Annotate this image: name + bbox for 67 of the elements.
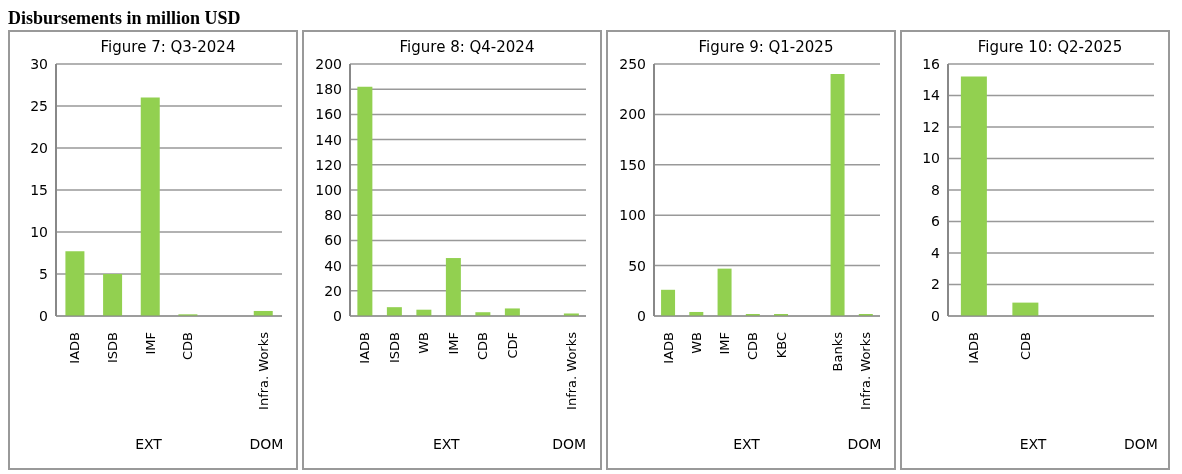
x-tick-label: IMF: [445, 332, 461, 355]
y-tick-label: 100: [619, 207, 646, 224]
y-tick-label: 15: [30, 181, 48, 198]
text: EXT: [431, 436, 461, 452]
y-tick-label: 20: [324, 282, 342, 299]
x-tick-label: CDF: [504, 332, 520, 359]
text: EXT: [732, 436, 761, 452]
chart-title: Figure 7: Q3-2024: [99, 38, 237, 56]
y-tick-label: 80: [324, 207, 342, 224]
y-tick-label: 40: [324, 257, 342, 274]
text: DOM: [846, 436, 883, 452]
y-tick-label: 200: [315, 55, 342, 72]
y-tick-label: 6: [931, 213, 941, 230]
y-tick-label: 0: [39, 307, 48, 324]
y-tick-label: 0: [333, 307, 342, 324]
y-tick-label: 10: [922, 150, 940, 167]
y-tick-label: 14: [922, 87, 941, 104]
text: DOM: [551, 436, 588, 452]
text: Disbursements in million USD: [8, 8, 242, 30]
x-tick-label: Banks: [830, 331, 846, 372]
y-tick-label: 250: [619, 55, 646, 72]
chart-title: Figure 9: Q1-2025: [697, 38, 835, 56]
x-tick-label: CDB: [1017, 332, 1033, 361]
text: DOM: [1123, 436, 1159, 452]
text: DOM: [248, 436, 285, 452]
y-tick-label: 140: [315, 131, 342, 148]
x-tick-label: Infra. Works: [858, 331, 874, 410]
x-tick-label: Infra. Works: [563, 331, 579, 410]
x-tick-label: CDB: [180, 332, 196, 361]
y-tick-label: 200: [619, 106, 646, 123]
x-tick-label: WB: [416, 332, 432, 354]
x-tick-label: Infra. Works: [255, 331, 271, 410]
x-tick-label: IADB: [660, 332, 676, 364]
x-tick-label: IADB: [67, 332, 83, 364]
x-tick-label: ISDB: [105, 332, 120, 364]
y-tick-label: 10: [30, 223, 48, 240]
x-tick-label: KBC: [773, 332, 789, 359]
y-tick-label: 25: [30, 97, 48, 114]
y-tick-label: 5: [39, 265, 48, 282]
y-tick-label: 4: [931, 244, 941, 261]
y-tick-label: 160: [315, 106, 342, 123]
x-tick-label: WB: [688, 332, 704, 354]
chart-title: Figure 10: Q2-2025: [976, 38, 1124, 56]
y-tick-label: 30: [30, 55, 48, 72]
y-tick-label: 100: [315, 181, 342, 198]
x-tick-label: IADB: [357, 332, 373, 364]
x-tick-label: ISDB: [386, 332, 402, 364]
x-tick-label: CDB: [745, 332, 761, 361]
y-tick-label: 0: [637, 307, 646, 324]
y-tick-label: 12: [922, 118, 940, 135]
text: EXT: [1018, 436, 1048, 452]
y-tick-label: 150: [619, 156, 646, 173]
y-tick-label: 20: [30, 139, 48, 156]
y-tick-label: 60: [324, 232, 342, 249]
y-tick-label: 2: [931, 276, 940, 293]
y-tick-label: 8: [931, 181, 940, 198]
y-tick-label: 16: [922, 55, 941, 72]
x-tick-label: IADB: [966, 332, 982, 364]
text: EXT: [134, 436, 163, 452]
chart-title: Figure 8: Q4-2024: [398, 38, 536, 56]
y-tick-label: 180: [315, 81, 342, 98]
y-tick-label: 50: [628, 257, 646, 274]
y-tick-label: 0: [931, 307, 940, 324]
x-tick-label: IMF: [717, 332, 733, 355]
x-tick-label: IMF: [142, 332, 158, 355]
x-tick-label: CDB: [475, 332, 491, 361]
y-tick-label: 120: [315, 156, 342, 173]
